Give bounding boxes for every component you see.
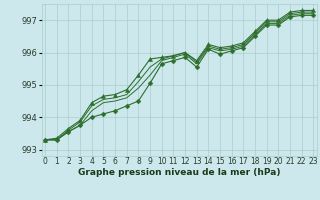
X-axis label: Graphe pression niveau de la mer (hPa): Graphe pression niveau de la mer (hPa) bbox=[78, 168, 280, 177]
